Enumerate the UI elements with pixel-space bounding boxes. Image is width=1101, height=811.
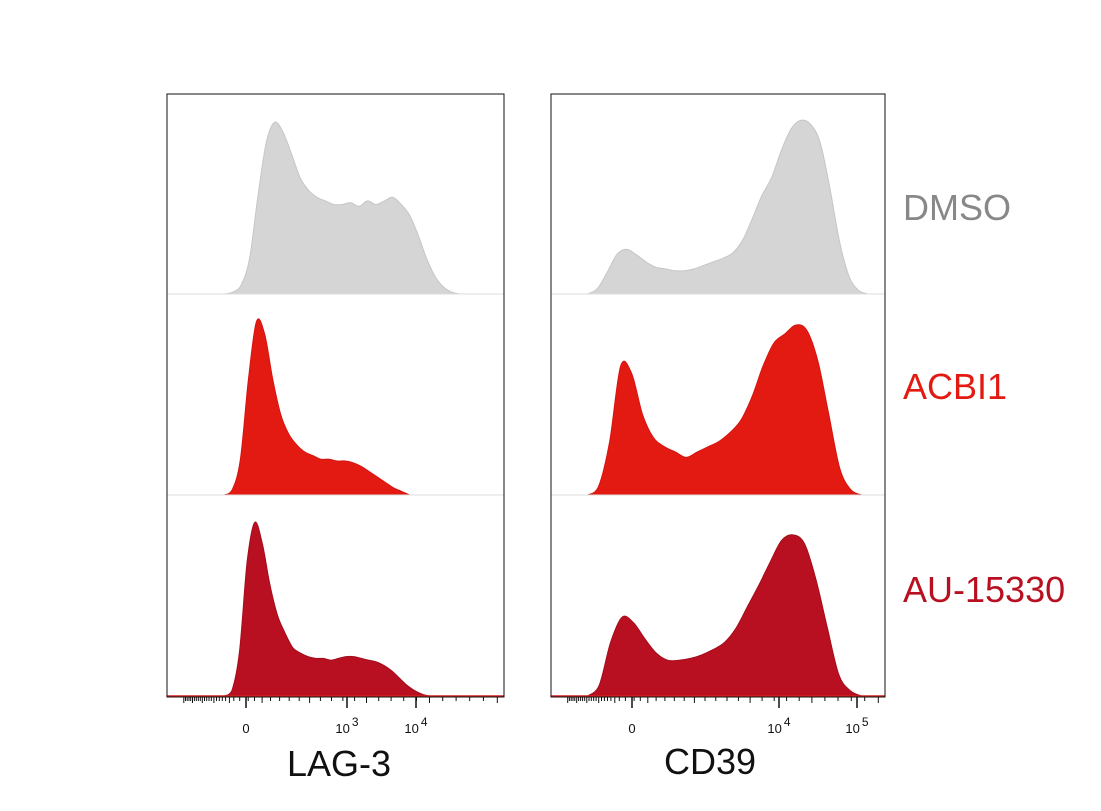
tick-label-exponent: 5: [862, 715, 869, 729]
tick-label-exponent: 4: [421, 715, 428, 729]
histogram-acbi1: [586, 324, 862, 496]
tick-label: 10 4: [404, 715, 427, 736]
histogram-au-15330: [222, 521, 431, 697]
tick-label: 0: [242, 721, 249, 736]
tick-label: 0: [628, 721, 635, 736]
histogram-dmso: [587, 119, 869, 295]
condition-label-acbi1: ACBI1: [903, 366, 1008, 407]
tick-label: 10 4: [767, 715, 790, 736]
histogram-acbi1: [222, 318, 410, 496]
x-axis-title-lag3: LAG-3: [287, 743, 392, 784]
tick-label-exponent: 3: [352, 715, 359, 729]
histogram-dmso: [224, 121, 461, 295]
histogram-au-15330: [586, 534, 862, 697]
cd39-histogram-panel: 0 10 4 10 5: [550, 93, 886, 736]
tick-label: 10 3: [335, 715, 358, 736]
condition-label-dmso: DMSO: [903, 187, 1011, 228]
lag3-histogram-panel: 0 10 3 10 4: [166, 93, 505, 736]
x-axis-title-cd39: CD39: [664, 741, 757, 782]
panel-frame: [550, 93, 886, 698]
tick-label: 10 5: [845, 715, 868, 736]
panel-frame: [166, 93, 505, 698]
tick-label-exponent: 4: [784, 715, 791, 729]
condition-label-au15330: AU-15330: [903, 569, 1066, 610]
